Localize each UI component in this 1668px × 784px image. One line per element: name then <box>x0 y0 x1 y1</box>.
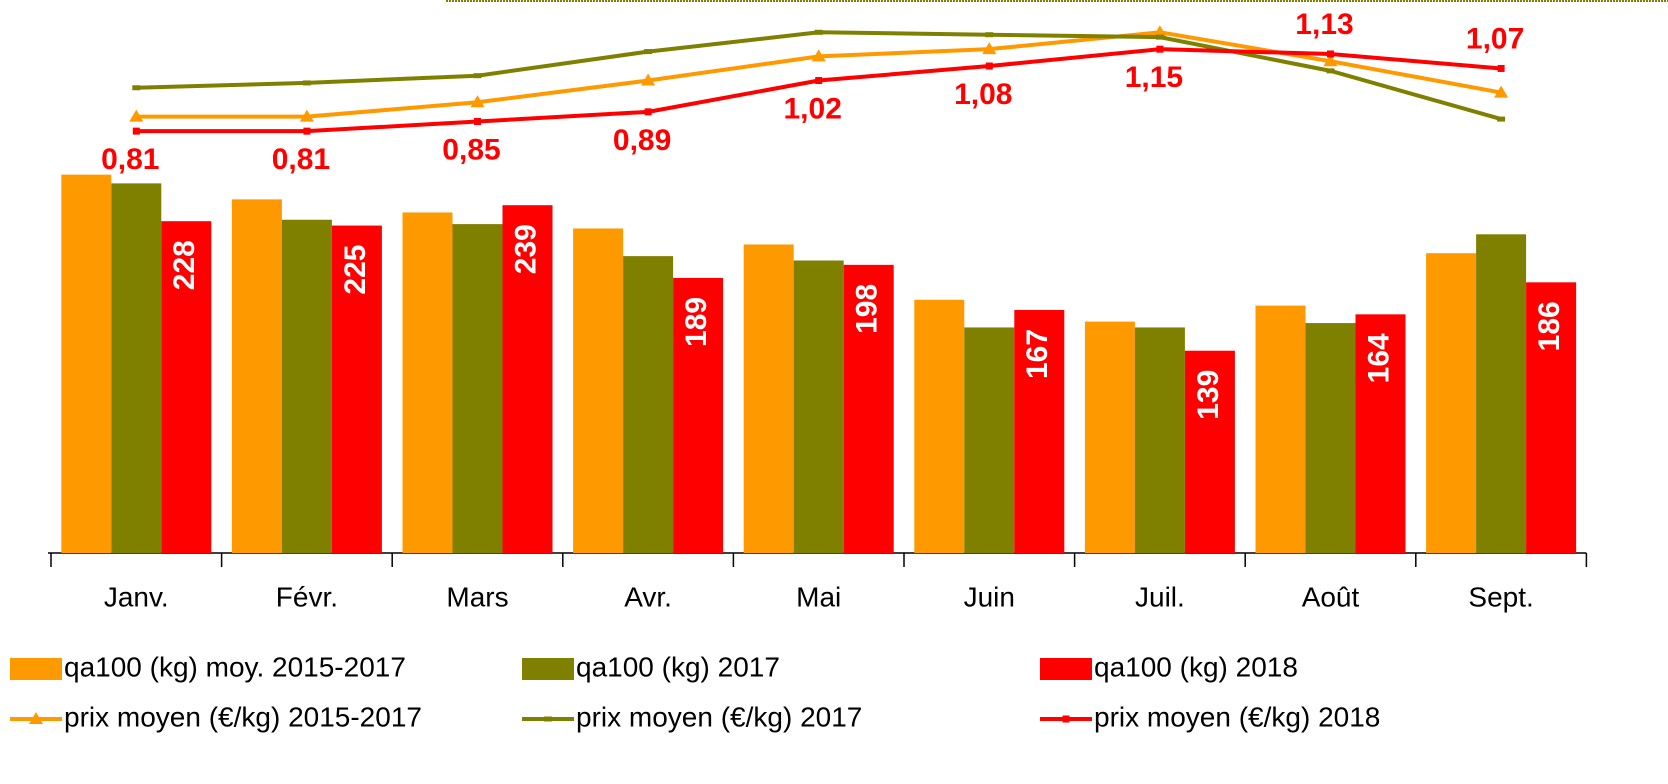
marker <box>1497 116 1506 122</box>
bar <box>793 260 844 553</box>
bar-value-label: 186 <box>1533 301 1566 351</box>
legend-swatch <box>1040 658 1092 680</box>
marker <box>1323 54 1338 67</box>
bar-value-label: 164 <box>1362 333 1395 383</box>
price-value-label: 0,85 <box>442 133 500 166</box>
bar-value-label: 228 <box>168 240 201 290</box>
marker <box>544 716 552 722</box>
bar <box>1355 314 1406 553</box>
x-tick-label: Sept. <box>1468 581 1533 612</box>
price-value-label: 1,08 <box>954 78 1012 111</box>
bar <box>1014 309 1065 553</box>
marker <box>299 109 314 122</box>
price-value-label: 0,81 <box>272 143 330 176</box>
x-tick-label: Juin <box>964 581 1015 612</box>
x-tick-label: Févr. <box>276 581 338 612</box>
x-tick-label: Mars <box>446 581 508 612</box>
price-value-label: 1,15 <box>1125 61 1183 94</box>
bar <box>673 277 724 553</box>
marker <box>302 80 311 86</box>
bar-value-label: 225 <box>339 245 372 295</box>
marker <box>1494 85 1509 98</box>
bar <box>964 327 1015 553</box>
marker <box>1497 64 1505 72</box>
marker <box>29 712 43 724</box>
x-tick-label: Août <box>1302 581 1360 612</box>
marker <box>811 49 826 62</box>
x-tick-label: Janv. <box>104 581 169 612</box>
price-value-label: 0,81 <box>101 143 159 176</box>
marker <box>982 42 997 55</box>
bar <box>743 244 794 554</box>
marker <box>1155 34 1164 40</box>
price-value-label: 0,89 <box>613 124 671 157</box>
bar-value-label: 239 <box>509 224 542 274</box>
bar <box>161 221 212 553</box>
x-tick-label: Avr. <box>624 581 672 612</box>
bar-value-label: 198 <box>851 284 884 334</box>
marker <box>641 73 656 86</box>
bar <box>452 224 503 553</box>
bar <box>914 299 965 553</box>
marker <box>1326 68 1335 74</box>
legend-swatch <box>522 658 574 680</box>
bar-value-label: 189 <box>680 297 713 347</box>
bar <box>1255 305 1306 553</box>
x-tick-label: Juil. <box>1135 581 1185 612</box>
bar <box>1184 350 1235 553</box>
marker <box>1327 50 1334 58</box>
marker <box>815 77 823 85</box>
bar <box>111 183 162 553</box>
price-value-label: 1,13 <box>1295 8 1353 41</box>
marker <box>129 109 144 122</box>
legend-label: qa100 (kg) 2017 <box>576 651 780 682</box>
marker <box>985 32 994 38</box>
marker <box>1062 715 1070 723</box>
x-tick-label: Mai <box>796 581 841 612</box>
bar <box>61 174 112 553</box>
bar <box>231 199 282 554</box>
marker <box>644 49 653 55</box>
legend-label: prix moyen (€/kg) 2018 <box>1094 701 1380 732</box>
marker <box>644 108 652 116</box>
marker <box>470 95 485 108</box>
bar <box>623 256 674 553</box>
bar-value-label: 139 <box>1192 370 1225 420</box>
bar <box>402 212 453 553</box>
bar <box>1526 282 1577 553</box>
bar <box>281 219 332 553</box>
bar <box>843 264 894 553</box>
price-value-label: 1,02 <box>784 92 842 125</box>
bar <box>331 225 382 553</box>
marker <box>132 85 141 91</box>
legend-swatch <box>10 658 62 680</box>
bar <box>1305 323 1356 553</box>
marker <box>474 117 481 125</box>
marker <box>985 62 993 70</box>
bar <box>1084 321 1135 553</box>
bar <box>1476 234 1527 553</box>
bar-value-label: 167 <box>1021 329 1054 379</box>
marker <box>1156 45 1164 53</box>
bar <box>573 228 624 553</box>
legend-label: prix moyen (€/kg) 2017 <box>576 701 862 732</box>
marker <box>473 73 482 79</box>
legend-label: qa100 (kg) 2018 <box>1094 651 1298 682</box>
legend-label: qa100 (kg) moy. 2015-2017 <box>64 651 406 682</box>
marker <box>814 29 823 35</box>
marker <box>1152 25 1167 38</box>
bar <box>502 205 553 553</box>
legend-label: prix moyen (€/kg) 2015-2017 <box>64 701 422 732</box>
bar <box>1426 253 1477 553</box>
marker <box>303 127 311 135</box>
price-value-label: 1,07 <box>1466 22 1524 55</box>
bar <box>1134 327 1185 553</box>
marker <box>132 127 140 135</box>
